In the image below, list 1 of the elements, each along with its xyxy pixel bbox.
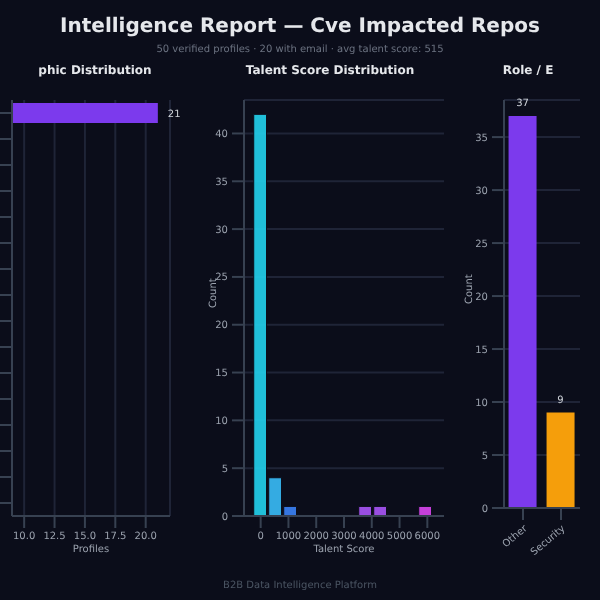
text: Intelligence Report — Cve Impacted Repos <box>58 16 542 38</box>
